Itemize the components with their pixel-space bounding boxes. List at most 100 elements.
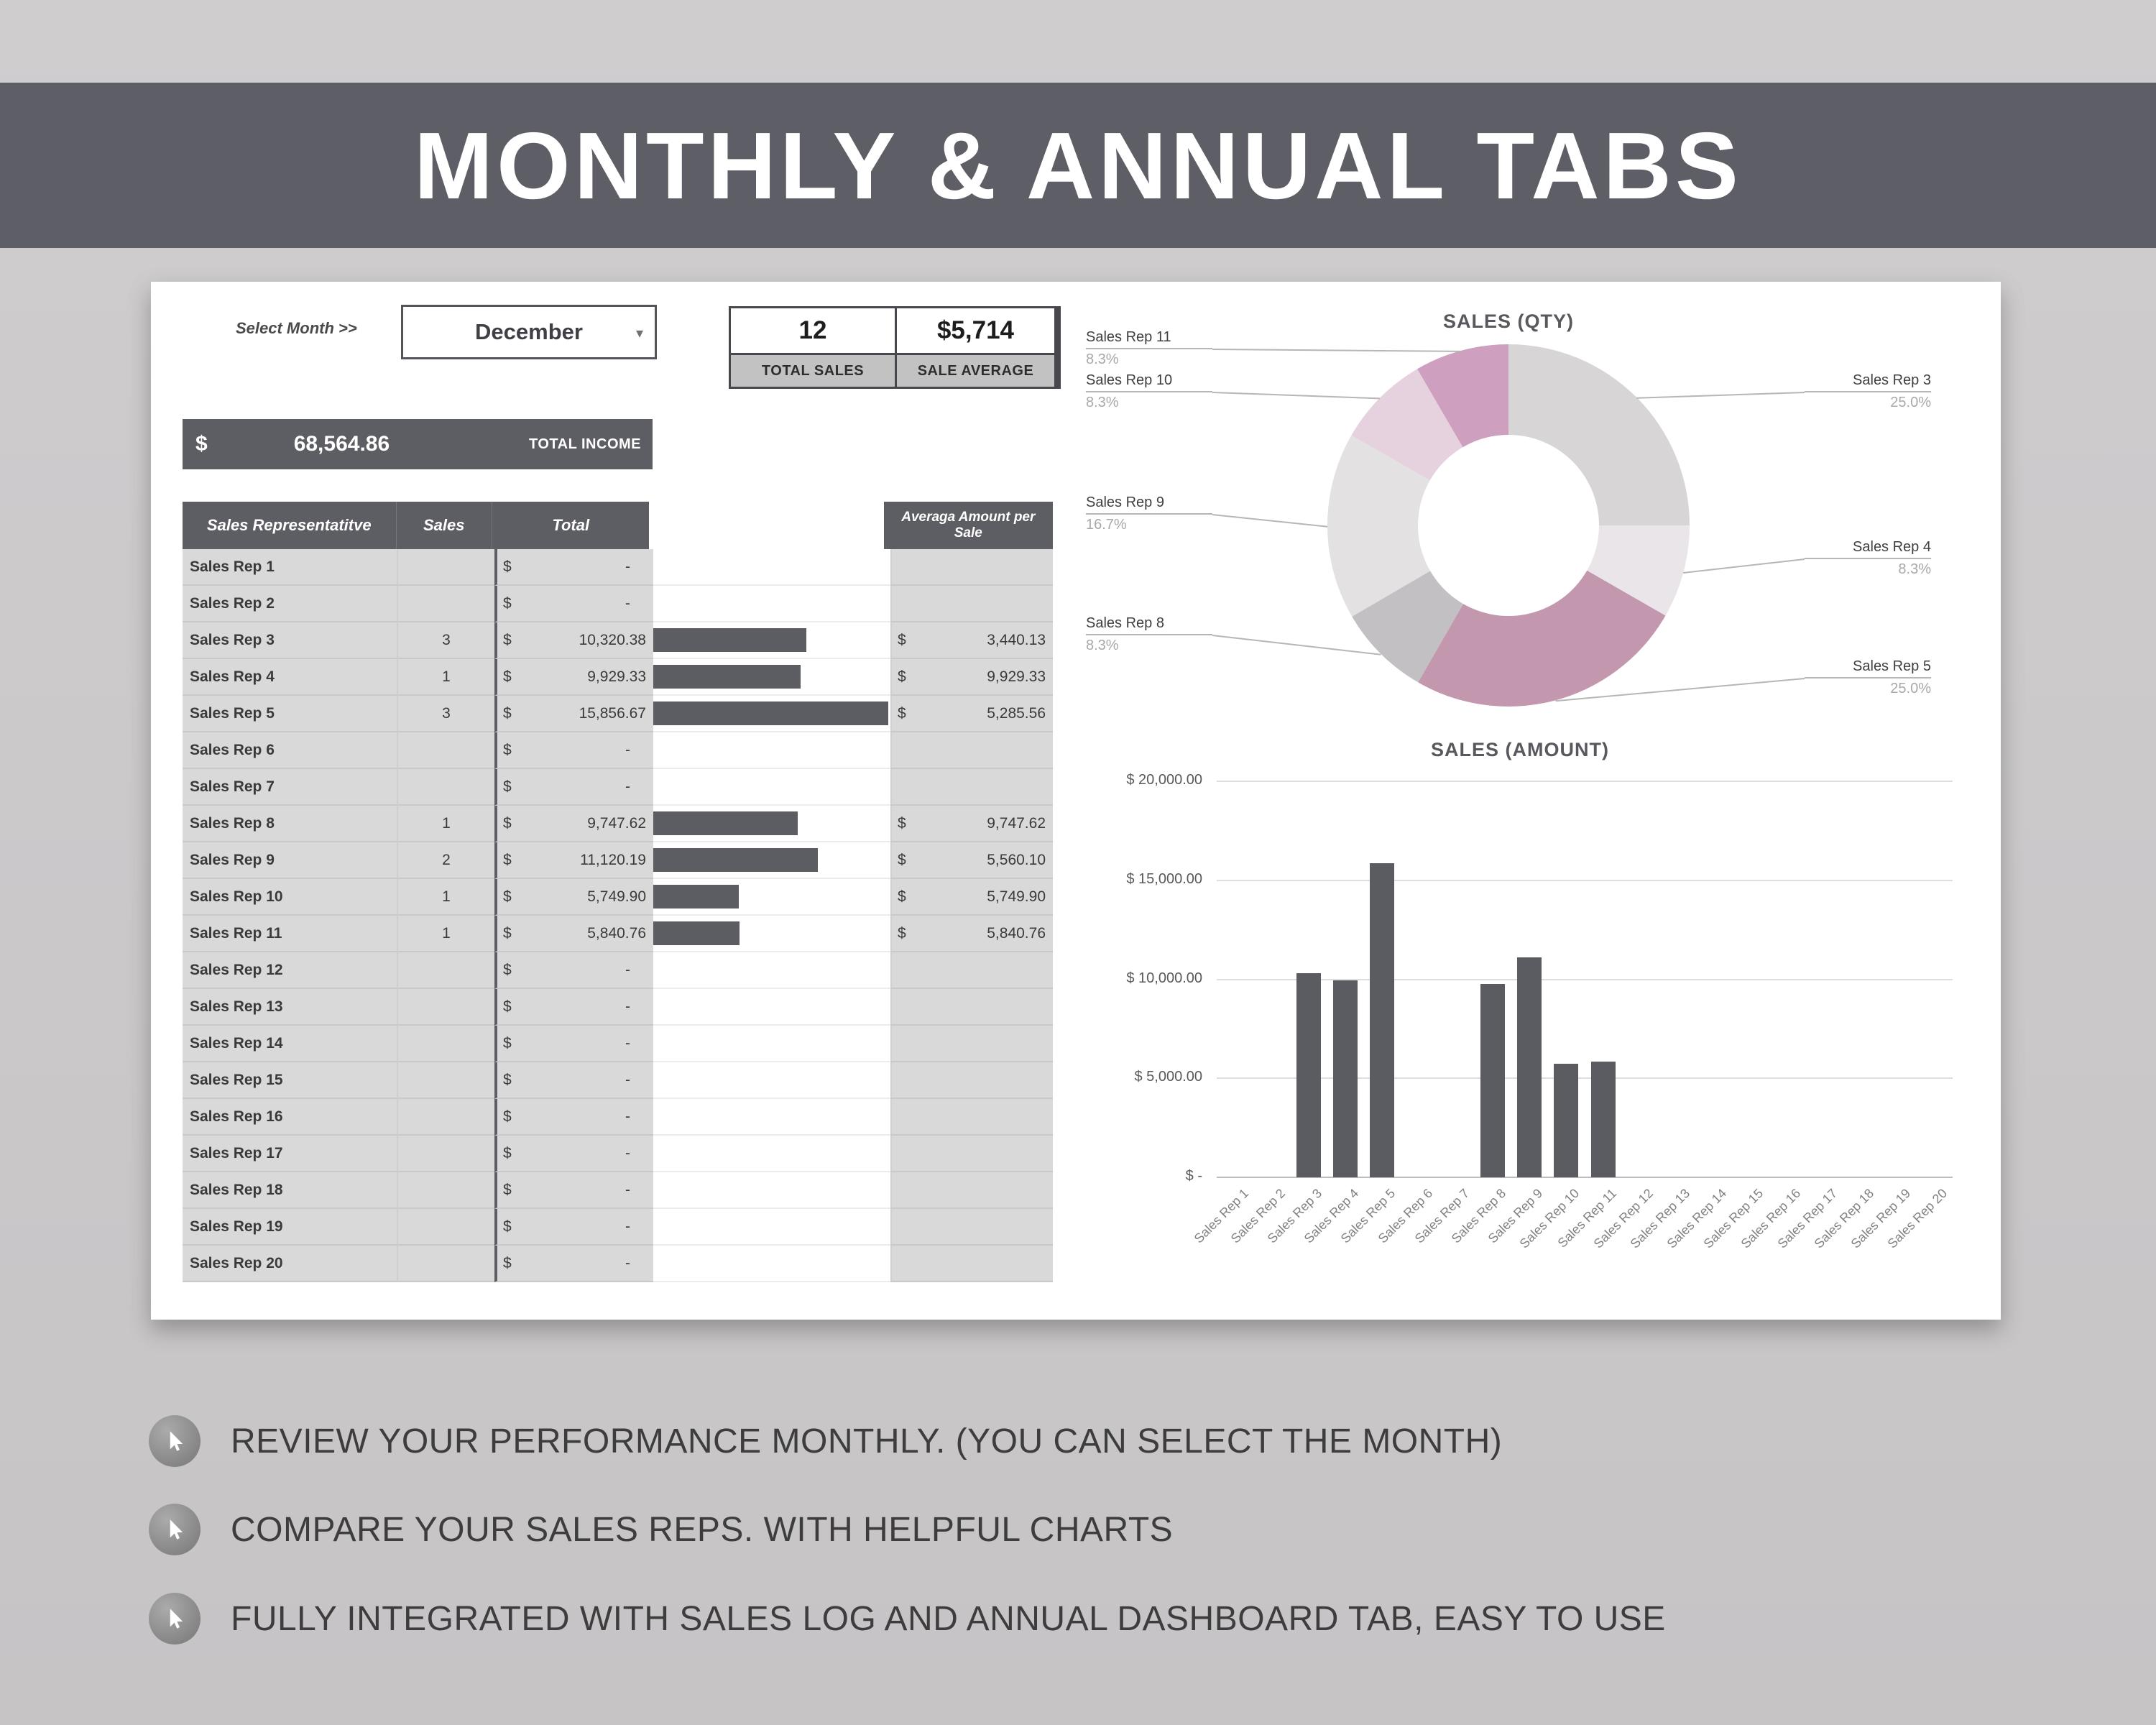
bar	[1517, 957, 1542, 1177]
chevron-down-icon[interactable]: ▾	[635, 326, 643, 341]
inline-bar	[653, 811, 798, 835]
income-label: TOTAL INCOME	[529, 436, 641, 452]
cell-bar	[653, 916, 890, 952]
header-rep: Sales Representatitve	[183, 502, 397, 549]
cell-sales	[398, 1099, 494, 1136]
cell-bar	[653, 696, 890, 732]
header-avg: Averaga Amount per Sale	[883, 502, 1053, 549]
donut-segment-label: Sales Rep 3 25.0%	[1805, 372, 1931, 411]
income-value: 68,564.86	[293, 432, 390, 456]
leader-line	[1636, 392, 1805, 399]
cell-total: $ -	[494, 1209, 653, 1246]
bar	[1333, 980, 1358, 1177]
cell-avg: $5,560.10	[890, 842, 1053, 879]
bar-chart-title: SALES (AMOUNT)	[1431, 739, 1609, 760]
cell-total: $ -	[494, 1172, 653, 1209]
select-month-label: Select Month >>	[236, 319, 357, 337]
cell-bar	[653, 952, 890, 989]
leader-line	[1212, 635, 1381, 656]
cell-avg	[890, 1026, 1053, 1062]
table-row: Sales Rep 15 $ -	[183, 1062, 1053, 1099]
cursor-icon	[149, 1593, 201, 1644]
total-sales-label: TOTAL SALES	[731, 355, 895, 387]
segment-name: Sales Rep 10	[1086, 372, 1212, 392]
cell-rep: Sales Rep 15	[183, 1062, 398, 1099]
cell-avg	[890, 1099, 1053, 1136]
donut-chart	[1327, 344, 1690, 707]
bullet-text-1: REVIEW YOUR PERFORMANCE MONTHLY. (YOU CA…	[231, 1422, 1503, 1460]
sale-average-label: SALE AVERAGE	[897, 355, 1054, 387]
cell-avg: $5,840.76	[890, 916, 1053, 952]
segment-percent: 8.3%	[1086, 638, 1119, 653]
header-bar-gap	[649, 502, 883, 549]
cell-rep: Sales Rep 18	[183, 1172, 398, 1209]
cell-rep: Sales Rep 4	[183, 659, 398, 696]
cell-avg	[890, 769, 1053, 806]
table-row: Sales Rep 10 1 $5,749.90 $5,749.90	[183, 879, 1053, 916]
bar	[1554, 1064, 1579, 1177]
cursor-icon	[149, 1504, 201, 1555]
cell-total: $10,320.38	[494, 622, 653, 659]
table-body: Sales Rep 1 $ - Sales Rep 2 $ - Sales Rep 3 3 $1…	[183, 549, 1053, 1282]
y-axis-tick: $ -	[1185, 1168, 1202, 1184]
cell-bar	[653, 879, 890, 916]
table-row: Sales Rep 7 $ -	[183, 769, 1053, 806]
cell-avg	[890, 1062, 1053, 1099]
cell-sales	[398, 1209, 494, 1246]
segment-percent: 16.7%	[1086, 517, 1127, 533]
cell-sales	[398, 1136, 494, 1172]
donut-segment-label: Sales Rep 11 8.3%	[1086, 329, 1212, 368]
cell-total: $ -	[494, 1099, 653, 1136]
cell-sales: 3	[398, 622, 494, 659]
cell-total: $ -	[494, 1136, 653, 1172]
cell-sales	[398, 1246, 494, 1282]
cell-bar	[653, 549, 890, 586]
table-row: Sales Rep 13 $ -	[183, 989, 1053, 1026]
cell-total: $ -	[494, 952, 653, 989]
cell-bar	[653, 1246, 890, 1282]
gridline	[1217, 978, 1953, 980]
cell-sales	[398, 952, 494, 989]
segment-name: Sales Rep 3	[1805, 372, 1931, 392]
cell-bar	[653, 622, 890, 659]
cell-rep: Sales Rep 16	[183, 1099, 398, 1136]
segment-name: Sales Rep 8	[1086, 615, 1212, 635]
total-sales-value: 12	[731, 308, 895, 353]
cell-total: $ -	[494, 549, 653, 586]
gridline	[1217, 781, 1953, 782]
gridline	[1217, 1177, 1953, 1178]
cell-avg	[890, 989, 1053, 1026]
inline-bar	[653, 921, 740, 945]
donut-segment-label: Sales Rep 8 8.3%	[1086, 615, 1212, 654]
cell-rep: Sales Rep 9	[183, 842, 398, 879]
table-row: Sales Rep 6 $ -	[183, 732, 1053, 769]
cell-avg	[890, 732, 1053, 769]
month-dropdown[interactable]: December ▾	[401, 305, 657, 359]
sale-average-value: $5,714	[897, 308, 1054, 353]
table-row: Sales Rep 2 $ -	[183, 586, 1053, 622]
cell-rep: Sales Rep 2	[183, 586, 398, 622]
table-row: Sales Rep 19 $ -	[183, 1209, 1053, 1246]
y-axis-tick: $ 10,000.00	[1126, 970, 1202, 986]
income-currency: $	[195, 432, 208, 456]
month-dropdown-value: December	[475, 319, 583, 344]
cell-rep: Sales Rep 19	[183, 1209, 398, 1246]
cell-avg	[890, 586, 1053, 622]
segment-percent: 25.0%	[1890, 681, 1931, 696]
cell-bar	[653, 769, 890, 806]
cell-rep: Sales Rep 11	[183, 916, 398, 952]
cell-avg: $9,747.62	[890, 806, 1053, 842]
cell-sales	[398, 1026, 494, 1062]
bullet-text-2: COMPARE YOUR SALES REPS. WITH HELPFUL CH…	[231, 1510, 1174, 1549]
table-row: Sales Rep 8 1 $9,747.62 $9,747.62	[183, 806, 1053, 842]
cell-total: $ -	[494, 989, 653, 1026]
cell-sales	[398, 549, 494, 586]
segment-percent: 8.3%	[1086, 395, 1119, 410]
cell-total: $ -	[494, 769, 653, 806]
cell-rep: Sales Rep 8	[183, 806, 398, 842]
bullet-item-3: FULLY INTEGRATED WITH SALES LOG AND ANNU…	[149, 1593, 1666, 1644]
cell-sales: 2	[398, 842, 494, 879]
cell-total: $15,856.67	[494, 696, 653, 732]
cell-sales	[398, 586, 494, 622]
segment-percent: 8.3%	[1086, 351, 1119, 367]
